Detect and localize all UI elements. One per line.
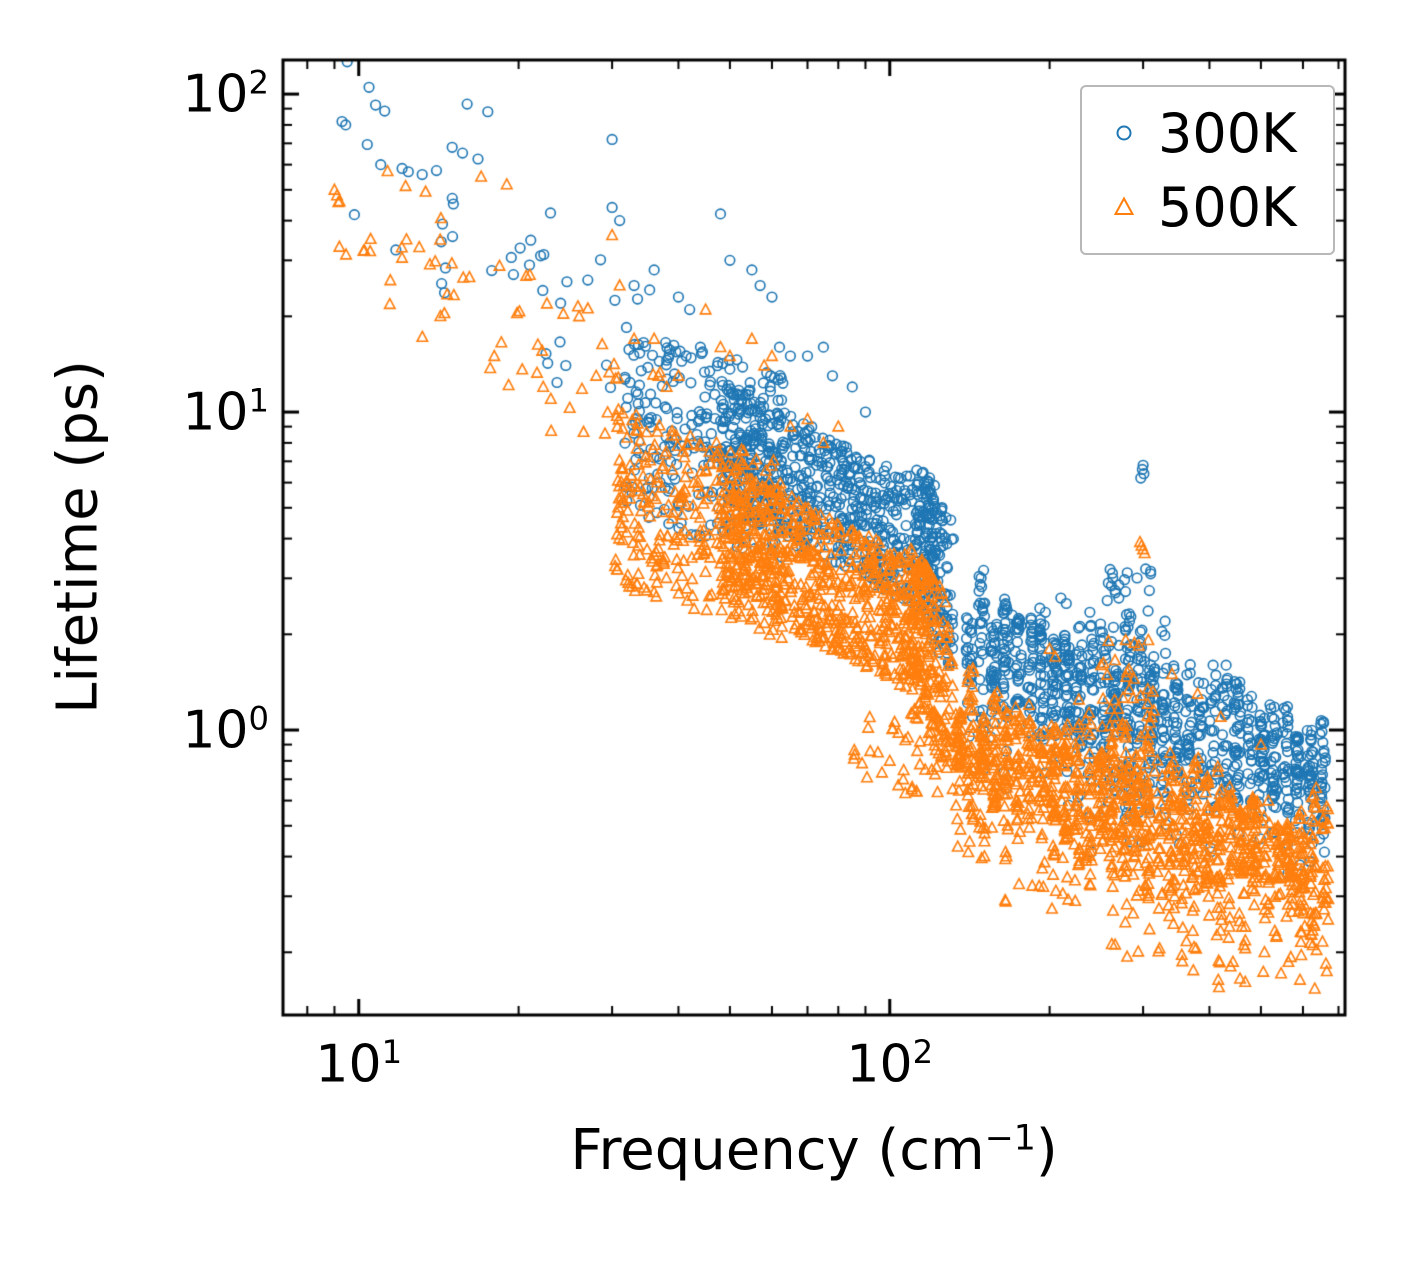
- y-axis-label: Lifetime (ps): [45, 360, 111, 714]
- legend-item-500k: 500K: [1094, 175, 1321, 239]
- y-axis-tick-label: 102: [182, 63, 269, 125]
- legend-circle-marker-icon: [1116, 125, 1132, 141]
- x-axis-label-text: Frequency (cm: [570, 1118, 985, 1183]
- x-axis-label-exponent: −1: [984, 1118, 1036, 1159]
- y-axis-tick-label: 101: [182, 381, 269, 443]
- legend-label-500k: 500K: [1158, 175, 1297, 239]
- legend-item-300k: 300K: [1094, 101, 1321, 165]
- x-axis-label: Frequency (cm−1): [570, 1118, 1057, 1183]
- y-axis-tick-label: 100: [182, 699, 269, 761]
- legend-label-300k: 300K: [1158, 101, 1297, 165]
- x-axis-tick-label: 101: [315, 1033, 403, 1095]
- x-axis-tick-label: 102: [846, 1033, 934, 1095]
- legend: 300K 500K: [1080, 85, 1335, 255]
- x-axis-label-suffix: ): [1035, 1118, 1058, 1183]
- legend-triangle-marker-icon: [1113, 196, 1135, 215]
